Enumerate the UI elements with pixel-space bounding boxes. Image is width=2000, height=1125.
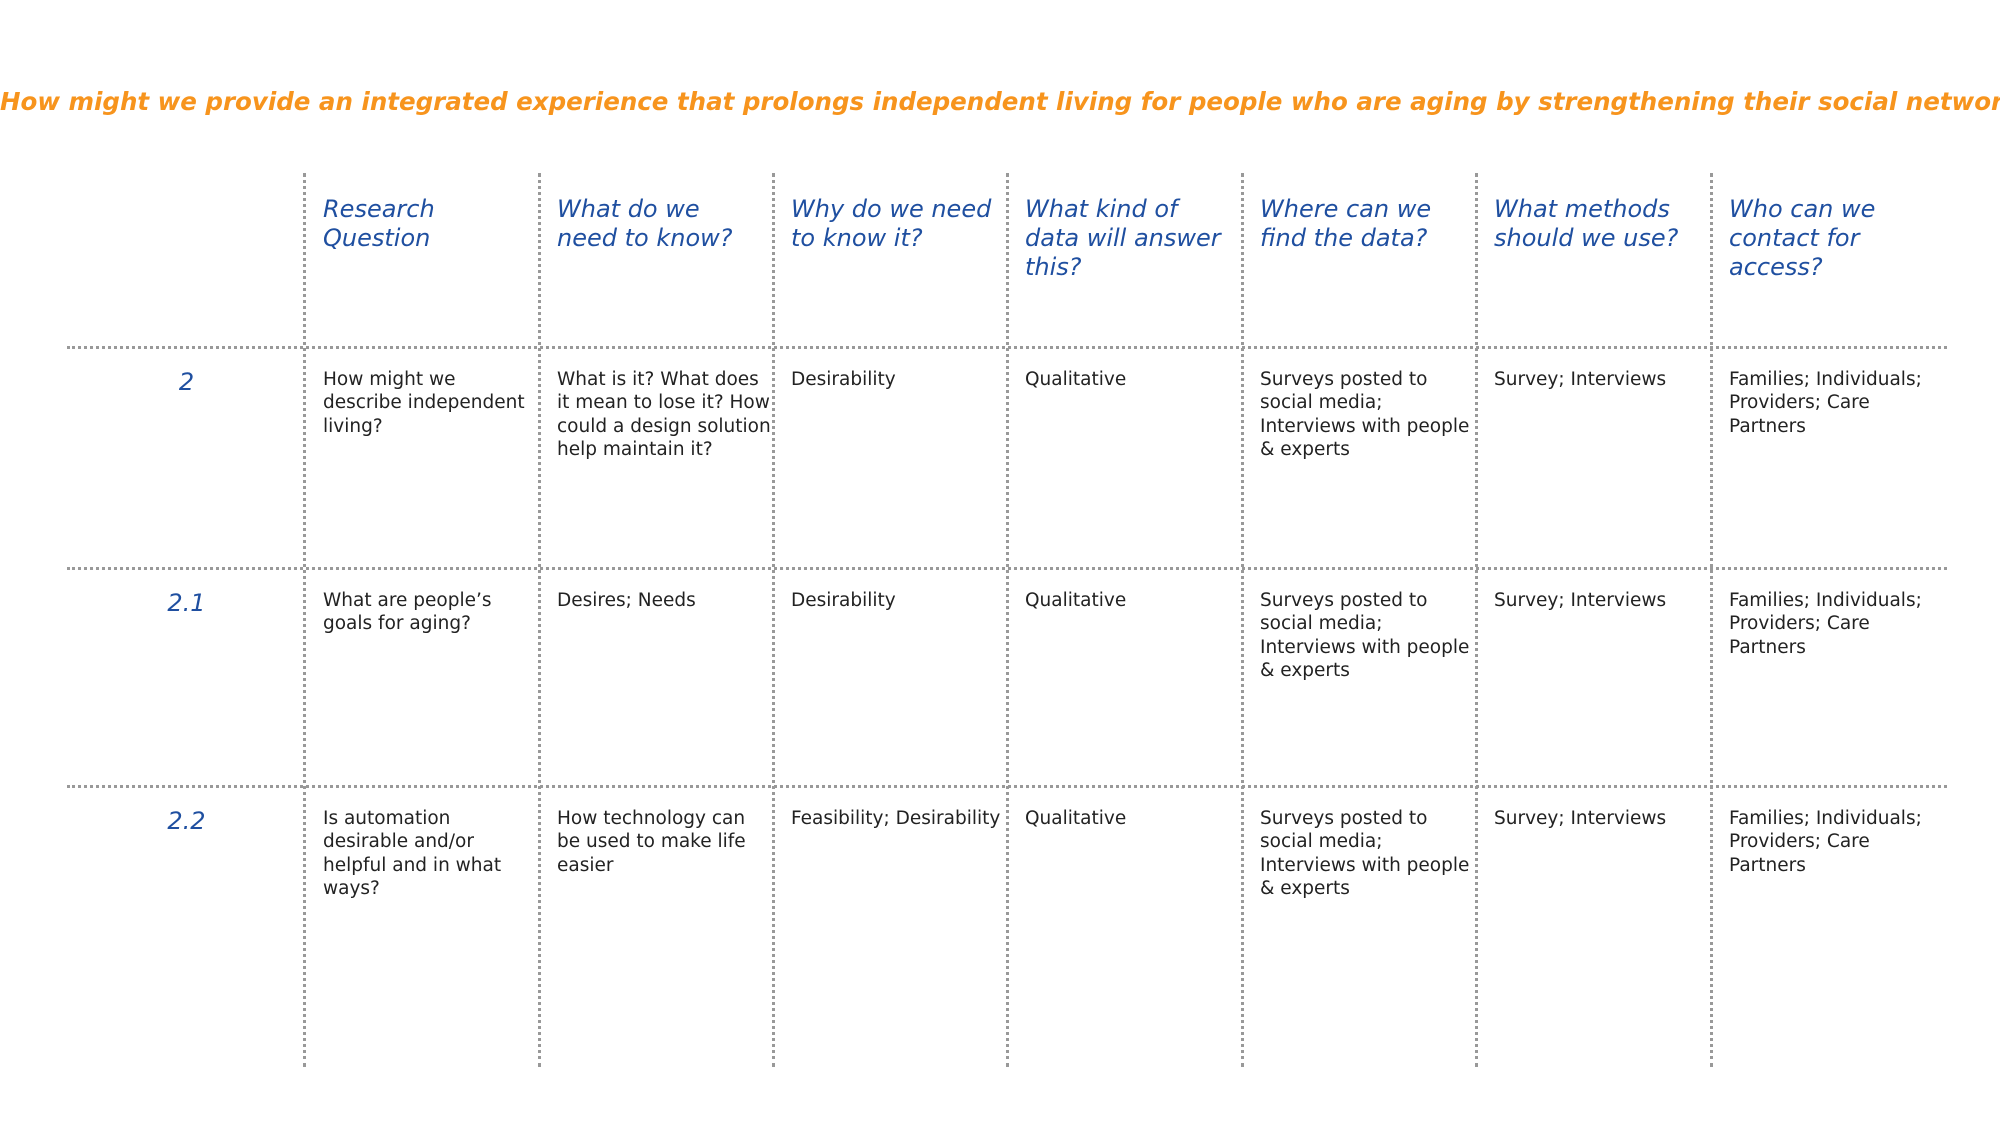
page-title: How might we provide an integrated exper… <box>0 87 2000 116</box>
table-cell: How technology can be used to make life … <box>557 808 746 876</box>
table-cell: Survey; Interviews <box>1494 590 1667 611</box>
column-header-data-source: Where can we find the data? <box>1260 195 1432 252</box>
column-header-why-know: Why do we need to know it? <box>791 195 992 252</box>
column-divider <box>1006 173 1009 1067</box>
row-id: 2.2 <box>167 807 206 835</box>
table-cell: Survey; Interviews <box>1494 369 1667 390</box>
row-divider <box>67 785 1947 788</box>
table-cell: Survey; Interviews <box>1494 808 1667 829</box>
table-cell: What is it? What does it mean to lose it… <box>557 369 771 460</box>
column-divider <box>1710 173 1713 1067</box>
column-header-research-question: Research Question <box>323 195 435 252</box>
table-cell: Qualitative <box>1025 808 1127 829</box>
table-cell: Desirability <box>791 590 896 611</box>
table-cell: Qualitative <box>1025 369 1127 390</box>
column-header-contact: Who can we contact for access? <box>1729 195 1876 281</box>
row-divider <box>67 567 1947 570</box>
table-cell: Feasibility; Desirability <box>791 808 1001 829</box>
table-cell: Qualitative <box>1025 590 1127 611</box>
row-divider <box>67 346 1947 349</box>
table-cell: Surveys posted to social media; Intervie… <box>1260 369 1470 460</box>
table-cell: Surveys posted to social media; Intervie… <box>1260 590 1470 681</box>
table-cell: Families; Individuals; Providers; Care P… <box>1729 808 1922 876</box>
column-divider <box>303 173 306 1067</box>
column-divider <box>1241 173 1244 1067</box>
column-header-methods: What methods should we use? <box>1494 195 1679 252</box>
column-header-what-to-know: What do we need to know? <box>557 195 733 252</box>
table-cell: Surveys posted to social media; Intervie… <box>1260 808 1470 899</box>
row-id: 2 <box>178 368 195 396</box>
column-divider <box>772 173 775 1067</box>
row-id: 2.1 <box>167 589 206 617</box>
table-cell: Desirability <box>791 369 896 390</box>
column-header-data-kind: What kind of data will answer this? <box>1025 195 1221 281</box>
table-cell: How might we describe independent living… <box>323 369 525 437</box>
table-cell: What are people’s goals for aging? <box>323 590 492 635</box>
table-cell: Is automation desirable and/or helpful a… <box>323 808 502 899</box>
column-divider <box>538 173 541 1067</box>
column-divider <box>1475 173 1478 1067</box>
table-cell: Desires; Needs <box>557 590 696 611</box>
table-cell: Families; Individuals; Providers; Care P… <box>1729 369 1922 437</box>
table-cell: Families; Individuals; Providers; Care P… <box>1729 590 1922 658</box>
